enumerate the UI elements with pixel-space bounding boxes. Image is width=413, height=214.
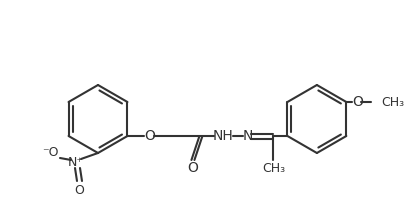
Text: ⁻O: ⁻O — [42, 147, 58, 159]
Text: NH: NH — [213, 129, 234, 143]
Text: O: O — [74, 184, 84, 198]
Text: CH₃: CH₃ — [381, 95, 404, 108]
Text: CH₃: CH₃ — [262, 162, 285, 174]
Text: O: O — [144, 129, 155, 143]
Text: O: O — [352, 95, 363, 109]
Text: N: N — [242, 129, 253, 143]
Text: O: O — [188, 161, 198, 175]
Text: N⁺: N⁺ — [68, 156, 84, 169]
